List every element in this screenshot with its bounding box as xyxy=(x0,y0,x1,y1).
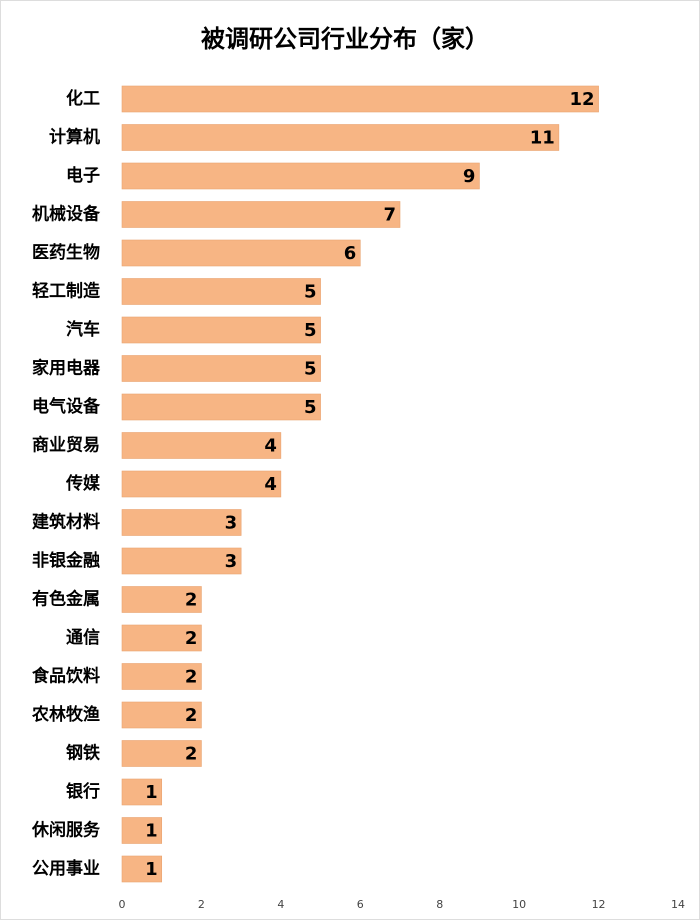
value-label: 2 xyxy=(185,590,198,611)
value-label: 3 xyxy=(225,551,238,572)
bar xyxy=(121,509,242,536)
value-label: 3 xyxy=(225,513,238,534)
x-tick-label: 8 xyxy=(436,898,443,911)
y-tick-label: 农林牧渔 xyxy=(31,704,100,725)
y-tick-label: 计算机 xyxy=(49,127,100,148)
value-label: 5 xyxy=(304,282,317,303)
value-label: 5 xyxy=(304,359,317,380)
y-tick-label: 休闲服务 xyxy=(31,820,101,841)
bar xyxy=(121,586,202,613)
x-tick-label: 0 xyxy=(119,898,126,911)
x-tick-label: 10 xyxy=(512,898,526,911)
x-tick-label: 14 xyxy=(671,898,685,911)
y-tick-label: 商业贸易 xyxy=(32,435,100,456)
bar xyxy=(121,316,321,344)
y-tick-label: 有色金属 xyxy=(32,589,100,610)
value-label: 9 xyxy=(463,166,476,187)
value-label: 4 xyxy=(264,474,277,495)
chart-title: 被调研公司行业分布（家） xyxy=(201,25,489,53)
bar xyxy=(121,278,321,305)
bar xyxy=(121,778,163,806)
value-label: 12 xyxy=(570,89,595,110)
value-label: 1 xyxy=(145,859,158,880)
y-tick-label: 通信 xyxy=(66,627,100,648)
y-tick-label: 医药生物 xyxy=(32,242,100,263)
x-tick-label: 4 xyxy=(277,898,284,911)
bar xyxy=(121,855,163,883)
y-tick-label: 轻工制造 xyxy=(32,281,101,302)
value-label: 6 xyxy=(344,243,357,264)
y-tick-label: 汽车 xyxy=(66,319,100,340)
bar xyxy=(121,162,480,190)
x-tick-label: 12 xyxy=(592,898,606,911)
bar xyxy=(121,470,282,498)
bar xyxy=(121,124,560,151)
bar xyxy=(121,547,242,575)
y-tick-label: 钢铁 xyxy=(66,743,100,764)
bar xyxy=(121,85,599,113)
y-tick-label: 建筑材料 xyxy=(32,512,100,533)
y-tick-label: 家用电器 xyxy=(32,358,101,379)
y-tick-label: 食品饮料 xyxy=(32,666,100,687)
value-label: 11 xyxy=(530,128,555,149)
value-label: 2 xyxy=(185,744,198,765)
value-label: 5 xyxy=(304,320,317,341)
bar xyxy=(121,701,202,729)
bar xyxy=(121,740,202,767)
y-tick-label: 电子 xyxy=(66,165,100,186)
value-label: 2 xyxy=(185,628,198,649)
bar xyxy=(121,663,202,690)
y-tick-label: 电气设备 xyxy=(32,396,101,417)
value-label: 1 xyxy=(145,821,158,842)
value-label: 2 xyxy=(185,705,198,726)
x-tick-label: 2 xyxy=(198,898,205,911)
y-tick-label: 机械设备 xyxy=(32,204,101,225)
bar xyxy=(121,239,361,267)
bar xyxy=(121,201,401,228)
value-label: 5 xyxy=(304,397,317,418)
value-label: 1 xyxy=(145,782,158,803)
value-label: 2 xyxy=(185,667,198,688)
x-tick-label: 6 xyxy=(357,898,364,911)
bar xyxy=(121,393,321,421)
bar xyxy=(121,432,282,459)
y-tick-label: 公用事业 xyxy=(32,859,100,879)
y-tick-label: 非银金融 xyxy=(32,550,100,571)
y-tick-label: 化工 xyxy=(66,88,100,109)
value-label: 4 xyxy=(264,436,277,457)
bar xyxy=(121,624,202,652)
bar xyxy=(121,355,321,382)
y-tick-label: 银行 xyxy=(66,781,100,802)
y-tick-label: 传媒 xyxy=(65,473,101,494)
bar xyxy=(121,817,163,844)
value-label: 7 xyxy=(383,205,396,226)
